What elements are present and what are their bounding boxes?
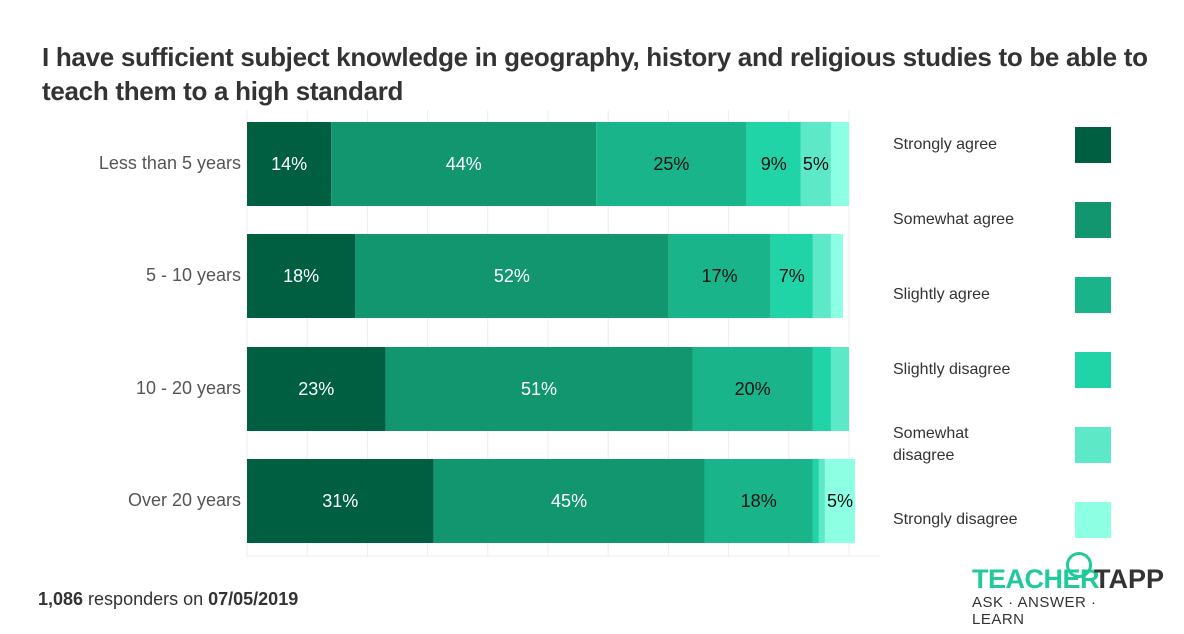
responder-count: 1,086 [38, 589, 84, 609]
bar-segment [433, 459, 705, 543]
bar-segment [746, 122, 801, 206]
data-label: 44% [446, 154, 482, 174]
bar-segment [247, 347, 386, 431]
legend-label: Slightly disagree [893, 361, 1011, 378]
legend-label: Slightly agree [893, 286, 990, 303]
survey-date: 07/05/2019 [208, 589, 299, 609]
data-label: 17% [702, 266, 738, 286]
data-label: 51% [521, 379, 557, 399]
bar-segment [812, 459, 819, 543]
logo-tagline: ASK · ANSWER · LEARN [972, 594, 1097, 628]
category-label: Over 20 years [127, 490, 241, 510]
bar-segment [812, 234, 831, 318]
bar-segment [812, 347, 831, 431]
data-label: 20% [735, 379, 771, 399]
legend-swatch [1075, 427, 1111, 463]
legend-label: Strongly disagree [893, 511, 1018, 528]
legend-label: Somewhat agree [893, 211, 1014, 228]
data-label: 31% [322, 491, 358, 511]
legend-swatch [1075, 502, 1111, 538]
data-label: 52% [494, 266, 530, 286]
teacher-tapp-logo: TEACHER TAPP ASK · ANSWER · LEARN [972, 552, 1164, 628]
category-label: 10 - 20 years [135, 378, 241, 398]
data-label: 23% [298, 379, 334, 399]
bar-segment [247, 459, 434, 543]
bar-segment [668, 234, 771, 318]
bar-segment [596, 122, 747, 206]
legend-swatch [1075, 127, 1111, 163]
bar-segment [800, 122, 831, 206]
data-label: 5% [803, 154, 829, 174]
logo-part1: TEACHER [972, 564, 1100, 594]
tap-icon [1066, 552, 1092, 578]
bar-segment [824, 459, 856, 543]
data-label: 18% [283, 266, 319, 286]
legend-label: Strongly agree [893, 136, 998, 153]
footer-text: responders on [83, 589, 209, 609]
category-label: 5 - 10 years [145, 265, 241, 285]
legend-label: Somewhat disagree [893, 425, 969, 464]
data-label: 45% [551, 491, 587, 511]
legend-swatch [1075, 277, 1111, 313]
logo-part2: TAPP [1094, 564, 1165, 594]
category-label: Less than 5 years [98, 153, 241, 173]
bar-segment [385, 347, 693, 431]
data-label: 9% [761, 154, 787, 174]
bar-segment [331, 122, 597, 206]
data-label: 25% [653, 154, 689, 174]
chart-title: I have sufficient subject knowledge in g… [42, 42, 1148, 106]
bar-segment [830, 347, 849, 431]
bar-segment [355, 234, 669, 318]
data-label: 7% [779, 266, 805, 286]
data-label: 5% [827, 491, 853, 511]
bar-segment [818, 459, 825, 543]
bar-segment [830, 122, 849, 206]
data-label: 14% [271, 154, 307, 174]
bar-segment [247, 122, 332, 206]
bar-segment [770, 234, 813, 318]
data-label: 18% [741, 491, 777, 511]
bar-segment [704, 459, 813, 543]
bar-segment [692, 347, 813, 431]
legend-swatch [1075, 352, 1111, 388]
footer: 1,086 responders on 07/05/2019 [38, 589, 298, 610]
bar-segment [830, 234, 843, 318]
legend-swatch [1075, 202, 1111, 238]
bar-segment [247, 234, 356, 318]
